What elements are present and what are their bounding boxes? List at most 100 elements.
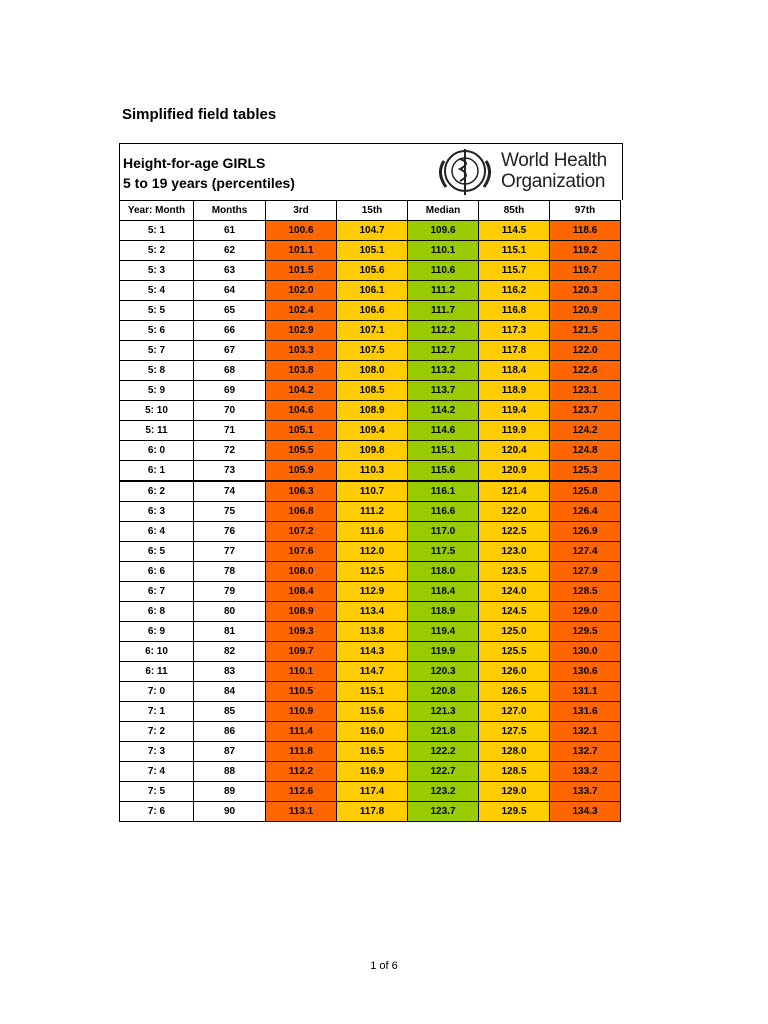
cell: 133.7: [549, 781, 621, 802]
cell: 125.0: [478, 621, 550, 642]
cell: 127.4: [549, 541, 621, 562]
table-row: 7: 2 86 111.4 116.0 121.8 127.5 132.1: [119, 721, 621, 742]
cell: 105.1: [336, 240, 408, 261]
cell: 119.2: [549, 240, 621, 261]
cell: 83: [193, 661, 266, 682]
cell: 120.4: [478, 440, 550, 461]
cell: 104.7: [336, 220, 408, 241]
cell: 62: [193, 240, 266, 261]
cell: 112.0: [336, 541, 408, 562]
table-row: 6: 3 75 106.8 111.2 116.6 122.0 126.4: [119, 501, 621, 522]
cell: 105.1: [265, 420, 337, 441]
cell: 108.0: [336, 360, 408, 381]
cell: 113.4: [336, 601, 408, 622]
cell: 104.2: [265, 380, 337, 401]
cell: 101.1: [265, 240, 337, 261]
table-row: 6: 8 80 108.9 113.4 118.9 124.5 129.0: [119, 601, 621, 622]
cell: 118.0: [407, 561, 479, 582]
cell: 81: [193, 621, 266, 642]
cell: 123.7: [549, 400, 621, 421]
cell: 107.6: [265, 541, 337, 562]
cell: 102.4: [265, 300, 337, 321]
cell: 112.9: [336, 581, 408, 602]
cell: 68: [193, 360, 266, 381]
table-row: 6: 0 72 105.5 109.8 115.1 120.4 124.8: [119, 440, 621, 461]
cell: 125.3: [549, 460, 621, 482]
cell: 111.6: [336, 521, 408, 542]
cell: 127.9: [549, 561, 621, 582]
cell: 109.4: [336, 420, 408, 441]
cell: 110.7: [336, 480, 408, 502]
cell: 105.5: [265, 440, 337, 461]
cell: 123.1: [549, 380, 621, 401]
cell: 125.8: [549, 480, 621, 502]
table-row: 5: 6 66 102.9 107.1 112.2 117.3 121.5: [119, 320, 621, 341]
table-row: 6: 9 81 109.3 113.8 119.4 125.0 129.5: [119, 621, 621, 642]
cell: 5: 6: [119, 320, 194, 341]
cell: 127.0: [478, 701, 550, 722]
cell: 121.8: [407, 721, 479, 742]
cell: 70: [193, 400, 266, 421]
cell: 115.6: [407, 460, 479, 482]
cell: 100.6: [265, 220, 337, 241]
cell: 7: 4: [119, 761, 194, 782]
table-row: 6: 11 83 110.1 114.7 120.3 126.0 130.6: [119, 661, 621, 682]
cell: 126.4: [549, 501, 621, 522]
cell: 109.8: [336, 440, 408, 461]
cell: 66: [193, 320, 266, 341]
cell: 120.3: [407, 661, 479, 682]
cell: 111.4: [265, 721, 337, 742]
column-header: 15th: [336, 200, 408, 221]
cell: 6: 4: [119, 521, 194, 542]
cell: 109.7: [265, 641, 337, 662]
cell: 132.7: [549, 741, 621, 762]
cell: 82: [193, 641, 266, 662]
cell: 6: 7: [119, 581, 194, 602]
cell: 106.3: [265, 480, 337, 502]
cell: 109.3: [265, 621, 337, 642]
cell: 102.9: [265, 320, 337, 341]
table-row: 5: 10 70 104.6 108.9 114.2 119.4 123.7: [119, 400, 621, 421]
cell: 80: [193, 601, 266, 622]
cell: 118.4: [407, 581, 479, 602]
cell: 117.8: [336, 801, 408, 822]
cell: 7: 2: [119, 721, 194, 742]
cell: 6: 8: [119, 601, 194, 622]
cell: 118.9: [407, 601, 479, 622]
cell: 116.9: [336, 761, 408, 782]
who-line: World Health: [501, 150, 607, 171]
cell: 114.2: [407, 400, 479, 421]
cell: 128.5: [478, 761, 550, 782]
cell: 120.3: [549, 280, 621, 301]
table-row: 7: 3 87 111.8 116.5 122.2 128.0 132.7: [119, 741, 621, 762]
table-row: 6: 5 77 107.6 112.0 117.5 123.0 127.4: [119, 541, 621, 562]
cell: 7: 0: [119, 681, 194, 702]
cell: 6: 5: [119, 541, 194, 562]
cell: 79: [193, 581, 266, 602]
cell: 89: [193, 781, 266, 802]
cell: 111.2: [336, 501, 408, 522]
cell: 6: 9: [119, 621, 194, 642]
cell: 117.4: [336, 781, 408, 802]
cell: 7: 6: [119, 801, 194, 822]
cell: 7: 1: [119, 701, 194, 722]
cell: 6: 10: [119, 641, 194, 662]
cell: 121.4: [478, 480, 550, 502]
cell: 111.7: [407, 300, 479, 321]
cell: 116.8: [478, 300, 550, 321]
cell: 122.2: [407, 741, 479, 762]
page-number: 1 of 6: [370, 960, 398, 972]
cell: 74: [193, 480, 266, 502]
column-header: 3rd: [265, 200, 337, 221]
table-row: 5: 11 71 105.1 109.4 114.6 119.9 124.2: [119, 420, 621, 441]
cell: 120.8: [407, 681, 479, 702]
table-row: 5: 3 63 101.5 105.6 110.6 115.7 119.7: [119, 260, 621, 281]
cell: 106.1: [336, 280, 408, 301]
cell: 124.0: [478, 581, 550, 602]
cell: 132.1: [549, 721, 621, 742]
cell: 115.1: [336, 681, 408, 702]
cell: 118.6: [549, 220, 621, 241]
cell: 108.0: [265, 561, 337, 582]
cell: 116.5: [336, 741, 408, 762]
cell: 110.3: [336, 460, 408, 482]
